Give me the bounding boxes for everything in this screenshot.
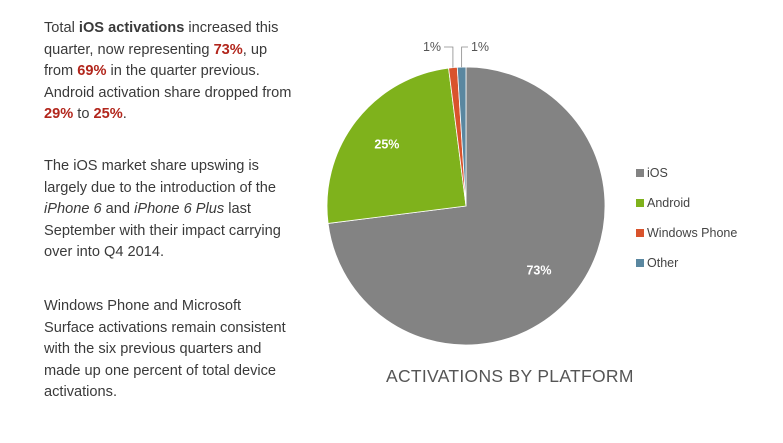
pie-leader-lines <box>444 46 468 68</box>
p2-iphone6: iPhone 6 <box>44 201 102 218</box>
legend-label-android: Android <box>647 196 691 210</box>
legend-swatch-windows-phone <box>636 229 644 237</box>
pie-data-labels: 73% 25% 1% 1% <box>374 40 551 277</box>
ios-activations-paragraph: Total iOS activations increased this qua… <box>44 18 294 126</box>
pie-slice-ios <box>327 66 606 346</box>
legend-swatch-other <box>636 259 644 267</box>
legend-swatch-android <box>636 199 644 207</box>
legend-item-other: Other <box>636 256 678 270</box>
legend-item-ios: iOS <box>636 166 668 180</box>
ios-upswing-paragraph: The iOS market share upswing is largely … <box>44 156 294 264</box>
legend-label-windows-phone: Windows Phone <box>647 226 738 240</box>
p2-text-2: and <box>101 201 135 218</box>
p1-text-3: , up from <box>44 41 268 80</box>
p1-ios-activations: iOS activations <box>78 20 185 36</box>
pie-label-android: 25% <box>374 138 399 152</box>
leader-line-other <box>461 46 468 68</box>
chart-title: ACTIVATIONS BY PLATFORM <box>386 366 634 386</box>
p2-text-3: last September with their impact carryin… <box>44 201 281 261</box>
legend-swatch-ios <box>636 169 644 177</box>
p1-text-2: increased this quarter, now representing <box>44 20 279 58</box>
legend-label-other: Other <box>647 256 679 270</box>
pie-slice-android <box>326 67 467 224</box>
p1-text-4: in the quarter previous. Android activat… <box>44 63 292 101</box>
legend-label-ios: iOS <box>647 166 668 180</box>
pie-label-windows-phone: 1% <box>423 40 441 54</box>
p1-text-5: to <box>73 106 94 123</box>
legend-item-android: Android <box>636 196 690 210</box>
pie-label-ios: 73% <box>526 263 551 277</box>
p1-android-current-share: 25% <box>93 106 123 123</box>
p2-iphone6-plus: iPhone 6 Plus <box>134 201 225 218</box>
p1-text-1: Total <box>44 20 79 36</box>
leader-line-windows-phone <box>444 46 454 68</box>
pie-slice-other <box>456 66 467 207</box>
legend-item-windows-phone: Windows Phone <box>636 226 737 240</box>
pie-slices <box>326 66 606 346</box>
p1-text-6: . <box>122 106 127 123</box>
p1-ios-current-share: 73% <box>213 41 243 58</box>
p1-ios-previous-share: 69% <box>77 63 107 80</box>
pie-label-other: 1% <box>471 40 489 54</box>
p1-android-previous-share: 29% <box>44 106 74 123</box>
windows-phone-paragraph: Windows Phone and Microsoft Surface acti… <box>44 298 286 401</box>
p2-text-1: The iOS market share upswing is largely … <box>44 158 277 196</box>
